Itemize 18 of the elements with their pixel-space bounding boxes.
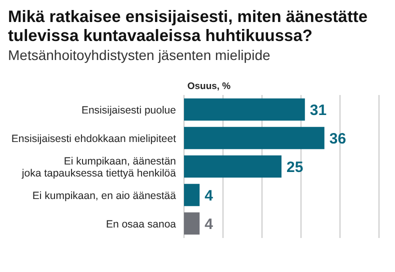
y-tick-label: Ei kumpikaan, en aio äänestää	[32, 190, 176, 202]
bar	[184, 212, 200, 235]
y-tick-label: En osaa sanoa	[106, 218, 176, 230]
chart-title: Mikä ratkaisee ensisijaisesti, miten äänestätte tulevissa kuntavaaleissa huhtikuussa?	[8, 8, 368, 45]
y-tick-label: Ei kumpikaan, äänestän joka tapauksessa tiettyä henkilöä	[20, 155, 176, 180]
data-label: 36	[329, 130, 346, 148]
bar	[184, 184, 200, 206]
bar	[184, 98, 305, 121]
data-label: 4	[204, 187, 214, 204]
x-axis-title: Osuus, %	[187, 81, 232, 92]
chart-subtitle: Metsänhoitoyhdistysten jäsenten mielipide	[8, 47, 270, 63]
bar	[184, 155, 282, 178]
bar	[184, 126, 324, 150]
data-label: 25	[286, 158, 304, 176]
data-label: 31	[310, 102, 327, 119]
data-label: 4	[204, 216, 214, 233]
y-tick-label: Ensisijaisesti ehdokkaan mielipiteet	[11, 132, 176, 145]
y-tick-label: Ensisijaisesti puolue	[81, 104, 176, 116]
